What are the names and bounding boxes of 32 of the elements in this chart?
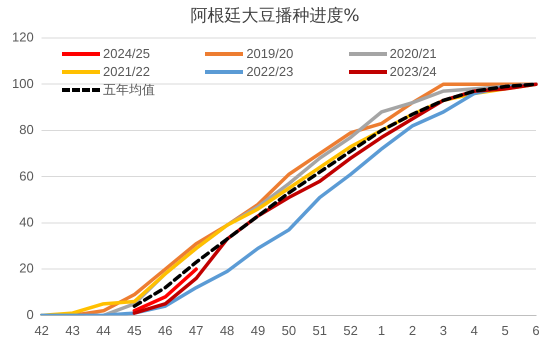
x-tick-label: 1 xyxy=(378,322,386,338)
legend-label: 2024/25 xyxy=(103,45,150,62)
x-tick-label: 42 xyxy=(34,322,49,338)
x-tick-label: 3 xyxy=(440,322,447,338)
x-tick-label: 44 xyxy=(96,322,111,338)
x-tick-label: 2 xyxy=(408,322,416,338)
legend-label: 2019/20 xyxy=(246,45,294,62)
legend-label: 2020/21 xyxy=(390,45,437,62)
x-tick-label: 47 xyxy=(188,322,204,338)
x-tick-label: 46 xyxy=(158,322,172,338)
x-tick-label: 45 xyxy=(127,322,142,338)
x-tick-label: 52 xyxy=(343,322,358,338)
x-tick-label: 50 xyxy=(282,322,296,338)
legend-label: 五年均值 xyxy=(103,81,155,98)
y-tick-label: 60 xyxy=(19,168,34,184)
y-tick-label: 0 xyxy=(26,306,34,322)
x-tick-label: 5 xyxy=(501,322,509,338)
legend-label: 2023/24 xyxy=(390,63,437,80)
x-tick-label: 43 xyxy=(65,322,80,338)
chart-title: 阿根廷大豆播种进度% xyxy=(189,5,361,27)
x-tick-label: 48 xyxy=(220,322,234,338)
y-tick-label: 20 xyxy=(19,260,34,276)
y-tick-label: 120 xyxy=(12,30,34,45)
x-tick-label: 6 xyxy=(532,322,540,338)
y-tick-label: 80 xyxy=(19,122,34,138)
legend-label: 2021/22 xyxy=(103,63,150,80)
y-tick-label: 40 xyxy=(19,214,34,230)
y-tick-label: 100 xyxy=(12,76,34,91)
x-tick-label: 51 xyxy=(312,322,327,338)
x-tick-label: 49 xyxy=(250,322,266,338)
x-tick-label: 4 xyxy=(470,322,478,338)
legend-label: 2022/23 xyxy=(246,63,294,80)
